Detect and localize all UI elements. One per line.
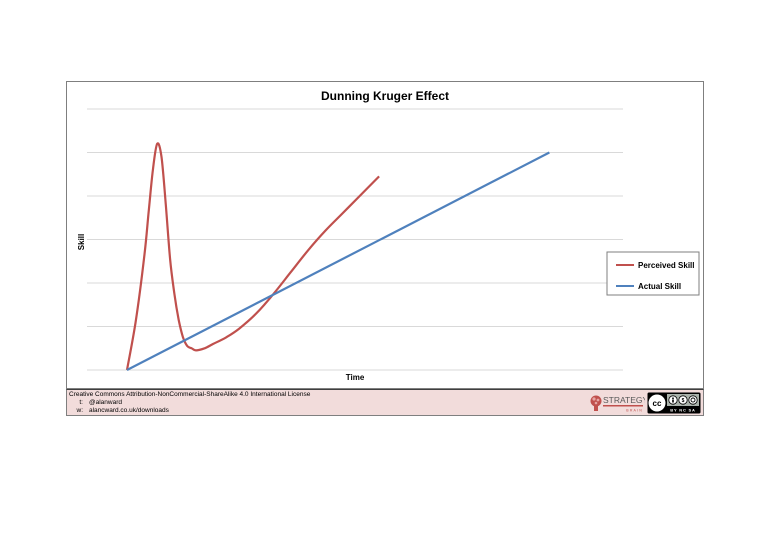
twitter-handle[interactable]: @alanward	[89, 399, 122, 406]
legend-label-perceived-skill: Perceived Skill	[638, 261, 694, 270]
web-line: w: alancward.co.uk/downloads	[69, 407, 169, 415]
plot-series	[125, 142, 550, 371]
y-axis-label: Skill	[77, 234, 86, 250]
logo-subtitle: BRAIN	[626, 409, 643, 413]
legend-box	[606, 251, 700, 296]
license-text: Creative Commons Attribution-NonCommerci…	[69, 391, 311, 398]
twitter-key: t:	[79, 399, 83, 406]
license-footer: Creative Commons Attribution-NonCommerci…	[66, 389, 704, 416]
brain-icon	[590, 395, 602, 411]
strategy-brain-logo: STRATEGY BRAIN	[590, 395, 645, 413]
web-link[interactable]: alancward.co.uk/downloads	[89, 407, 169, 414]
chart-area: Dunning Kruger Effect Skill Time Perceiv…	[66, 81, 704, 389]
svg-text:$: $	[682, 398, 685, 404]
series-line-actual-skill	[126, 151, 550, 371]
svg-text:cc: cc	[653, 399, 662, 408]
series-line-perceived-skill	[125, 142, 380, 371]
x-axis-label: Time	[346, 373, 365, 382]
gridlines	[87, 108, 623, 371]
chart-svg: Dunning Kruger Effect Skill Time Perceiv…	[77, 89, 700, 382]
chart-title: Dunning Kruger Effect	[321, 89, 449, 103]
twitter-line: t: @alanward	[69, 399, 122, 407]
creative-commons-by-nc-sa-icon: cc $ BY NC SA	[647, 392, 701, 414]
cc-badge-text: BY NC SA	[670, 408, 695, 413]
legend: Perceived Skill Actual Skill	[606, 251, 700, 296]
logo-underline	[603, 405, 643, 407]
legend-label-actual-skill: Actual Skill	[638, 282, 681, 291]
web-key: w:	[76, 407, 84, 414]
logo-name: STRATEGY	[603, 395, 645, 405]
